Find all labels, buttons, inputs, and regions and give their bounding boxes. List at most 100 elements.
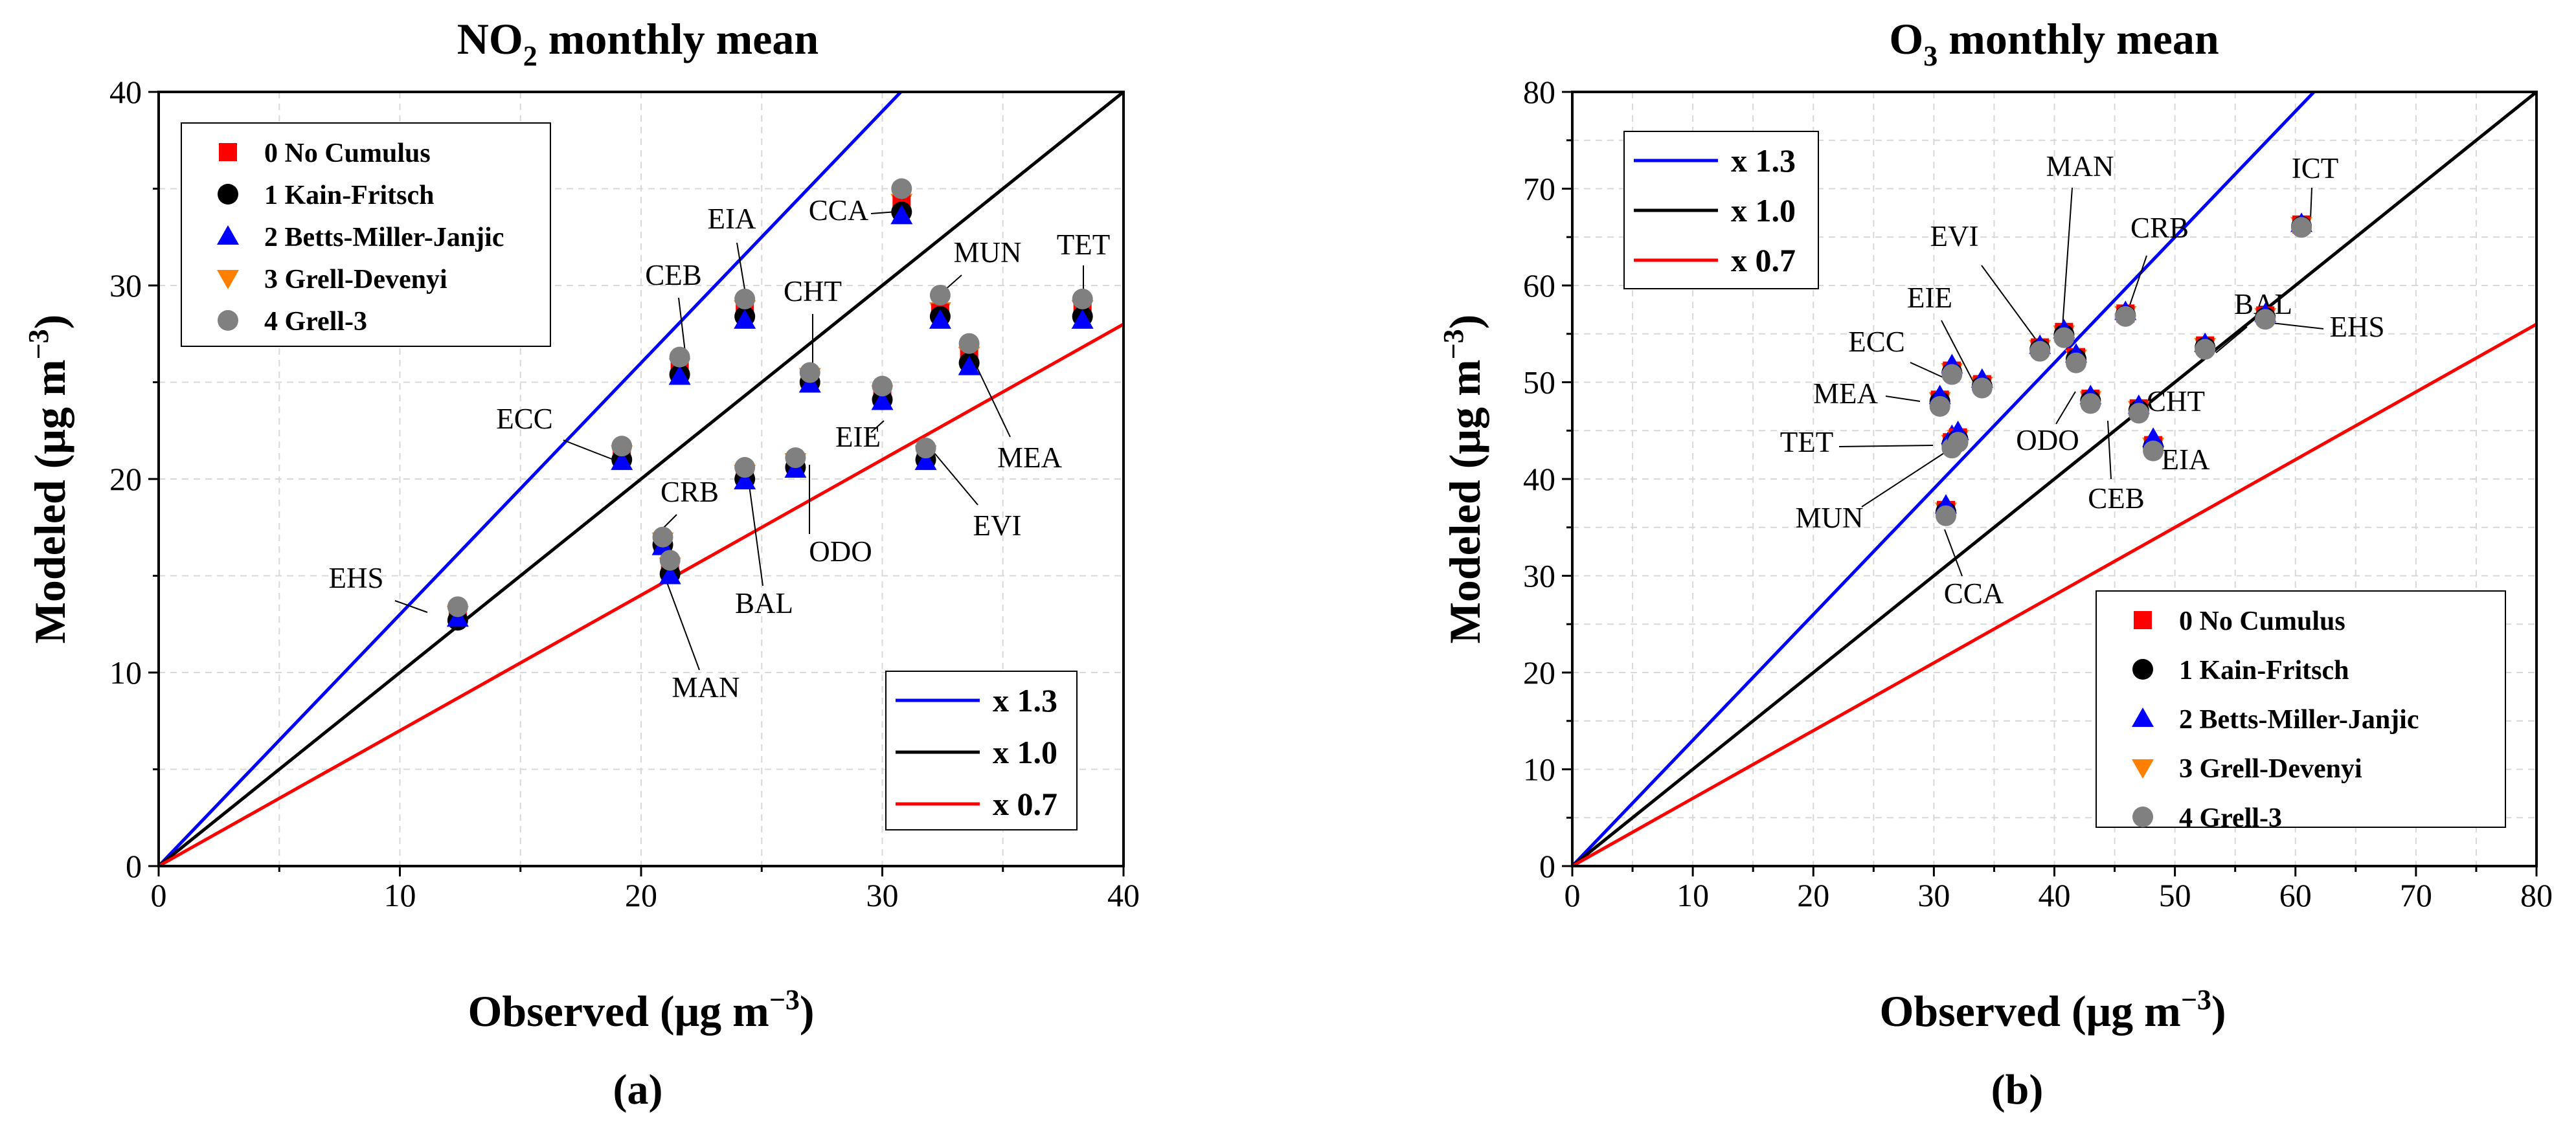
point-evi-series-4 — [915, 438, 936, 459]
y-tick-label: 20 — [109, 461, 142, 497]
point-eia-series-4 — [734, 288, 756, 309]
x-tick-label: 10 — [384, 877, 416, 913]
legend-label-reference-2: x 1.0 — [993, 734, 1057, 770]
legend-label-series-2: 2 Betts-Miller-Janjic — [264, 223, 504, 252]
x-tick-label: 10 — [1677, 877, 1709, 913]
annotation-leader-eie — [870, 420, 885, 433]
legend-label-series-0: 0 No Cumulus — [264, 139, 431, 168]
y-axis-label-text: Modeled (μg m — [25, 359, 74, 643]
x-tick-label: 0 — [1565, 877, 1581, 913]
legend-marker-series-4 — [2132, 807, 2153, 827]
annotation-leader-ict — [2310, 187, 2312, 219]
y-tick-label: 10 — [109, 654, 142, 691]
point-cca-series-4 — [891, 178, 912, 199]
ticks: 0 10 20 30 40 50 60 70 80 0 10 20 30 40 50 60 70 80 — [1523, 74, 2553, 913]
legend-marker-series-1 — [2132, 659, 2153, 680]
legend-label-series-2: 2 Betts-Miller-Janjic — [2179, 705, 2419, 735]
chart-title-rest: monthly mean — [537, 14, 819, 63]
y-axis-label: Modeled (μg m−3) — [23, 315, 74, 644]
station-label-odo: ODO — [809, 535, 872, 568]
point-bal-series-4 — [2195, 339, 2216, 360]
y-tick-label: 40 — [109, 74, 142, 110]
data-points — [446, 178, 1094, 631]
point-eia-series-2 — [2142, 427, 2165, 447]
point-eia-series-2 — [734, 309, 756, 329]
x-tick-label: 30 — [866, 877, 899, 913]
reference-line-2 — [159, 92, 1124, 866]
annotation-leader-ehs — [2266, 322, 2324, 329]
x-tick-label: 40 — [2039, 877, 2071, 913]
panel-label: (a) — [613, 1066, 663, 1113]
station-label-ehs: EHS — [328, 562, 383, 594]
station-label-cca: CCA — [1944, 577, 2004, 610]
legend-label-reference-1: x 1.3 — [1731, 142, 1796, 179]
point-tet-series-4 — [1072, 288, 1093, 309]
x-axis-label-close: ) — [2211, 986, 2226, 1036]
legend-marker-series-2 — [2132, 707, 2154, 727]
point-ceb-series-2 — [668, 365, 691, 385]
reference-line-3 — [1572, 322, 2536, 866]
reference-lines — [159, 92, 1124, 866]
annotation-leader-mea — [1885, 395, 1921, 402]
point-evi-series-2 — [914, 451, 937, 471]
x-axis-label-exponent: −3 — [2181, 984, 2211, 1016]
reference-legend: x 1.3 x 1.0 x 0.7 — [885, 671, 1078, 830]
y-tick-label: 30 — [1523, 558, 1555, 594]
x-tick-label: 80 — [2520, 877, 2553, 913]
chart-title-subscript: 3 — [1923, 40, 1938, 72]
annotation-leader-cca — [1944, 529, 1963, 577]
station-label-cht: CHT — [784, 275, 842, 307]
legend-marker-series-0 — [2134, 611, 2152, 629]
legend-label-reference-3: x 0.7 — [1731, 242, 1796, 278]
legend-label-series-1: 1 Kain-Fritsch — [264, 181, 434, 210]
x-axis-label-close: ) — [800, 986, 815, 1036]
reference-line-1 — [1572, 92, 2316, 866]
y-axis-label-exponent: −3 — [1438, 329, 1469, 359]
chart-title-rest: monthly mean — [1938, 14, 2219, 63]
station-label-mea: MEA — [997, 441, 1063, 474]
point-ict-series-4 — [2291, 217, 2312, 238]
point-evi-series-4 — [2029, 340, 2051, 362]
station-label-man: MAN — [2046, 150, 2114, 183]
station-label-bal: BAL — [735, 587, 793, 619]
point-odo-series-4 — [785, 447, 806, 469]
chart-title-main: O — [1889, 14, 1923, 63]
legend-marker-series-4 — [218, 310, 238, 331]
x-tick-label: 60 — [2279, 877, 2312, 913]
y-axis-label-close: ) — [25, 315, 74, 329]
y-tick-label: 50 — [1523, 364, 1555, 401]
x-axis-label-exponent: −3 — [769, 984, 800, 1016]
station-label-ehs: EHS — [2329, 311, 2384, 343]
point-man-series-4 — [659, 550, 681, 571]
point-crb-series-4 — [2115, 306, 2136, 327]
station-label-ceb: CEB — [2088, 482, 2145, 515]
y-tick-label: 80 — [1523, 74, 1555, 110]
point-ehs-series-4 — [2255, 309, 2276, 330]
point-ecc-series-4 — [1941, 364, 1963, 385]
series-legend: 0 No Cumulus 1 Kain-Fritsch 2 Betts-Miller… — [181, 122, 551, 347]
station-label-eia: EIA — [708, 203, 756, 235]
point-cht-series-4 — [2128, 403, 2149, 424]
point-ecc-series-4 — [611, 436, 633, 457]
point-ceb-series-4 — [2080, 393, 2101, 414]
station-label-evi: EVI — [1930, 220, 1979, 252]
legend-marker-series-3 — [2132, 759, 2154, 779]
y-tick-label: 10 — [1523, 752, 1555, 788]
station-label-mun: MUN — [953, 236, 1021, 269]
annotation-leader-ecc — [563, 440, 614, 460]
point-mea-series-4 — [958, 333, 980, 354]
point-mun-series-2 — [929, 309, 951, 329]
legend-label-series-1: 1 Kain-Fritsch — [2179, 656, 2349, 685]
point-cca-series-4 — [1935, 505, 1956, 526]
point-eie-series-2 — [871, 390, 894, 410]
y-axis-label-text: Modeled (μg m — [1440, 359, 1489, 643]
point-mea-series-2 — [958, 355, 980, 375]
annotation-leader-eie — [1941, 320, 1976, 386]
legend-label-series-4: 4 Grell-3 — [2179, 803, 2282, 833]
x-tick-label: 20 — [625, 877, 657, 913]
x-tick-label: 50 — [2159, 877, 2191, 913]
series-legend: 0 No Cumulus 1 Kain-Fritsch 2 Betts-Miller… — [2096, 590, 2506, 833]
station-label-cht: CHT — [2147, 385, 2205, 418]
